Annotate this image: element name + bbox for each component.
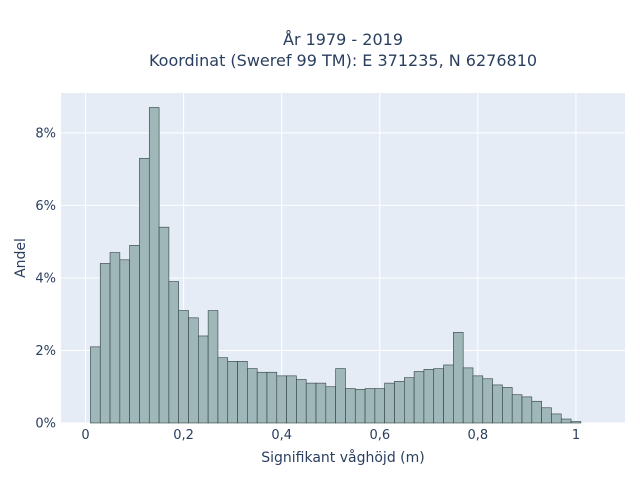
chart-title-line-2: Koordinat (Sweref 99 TM): E 371235, N 62… [149, 51, 537, 70]
y-tick-label-0: 0% [35, 417, 56, 432]
x-tick-label-2: 0,4 [271, 428, 292, 443]
bar-43 [511, 394, 523, 424]
bar-46 [541, 407, 552, 424]
bar-38 [462, 367, 474, 424]
x-axis-title: Signifikant våghöjd (m) [261, 449, 424, 466]
bar-14 [227, 361, 238, 424]
bar-48 [560, 418, 572, 424]
x-tick-label-4: 0,8 [468, 428, 489, 443]
bar-13 [217, 357, 229, 424]
chart-title-line-1: År 1979 - 2019 [283, 30, 403, 49]
bar-28 [364, 388, 376, 424]
bar-45 [531, 400, 542, 424]
bar-18 [266, 371, 278, 424]
y-tick-label-3: 6% [35, 199, 56, 214]
bar-29 [374, 388, 385, 424]
y-tick-label-4: 8% [35, 126, 56, 141]
y-tick-label-2: 4% [35, 271, 56, 286]
bar-23 [315, 382, 327, 424]
bar-17 [256, 371, 268, 424]
y-tick-label-1: 2% [35, 344, 56, 359]
bars [90, 107, 582, 424]
x-tick-label-0: 0 [81, 428, 89, 443]
y-axis-ticks: 0% 2% 4% 6% 8% [35, 126, 56, 431]
bar-47 [551, 413, 562, 424]
bar-42 [502, 387, 513, 424]
bar-12 [207, 310, 219, 424]
x-tick-label-3: 0,6 [369, 428, 390, 443]
bar-2 [109, 252, 121, 424]
y-axis-title: Andel [13, 238, 29, 278]
bar-26 [345, 388, 356, 424]
bar-19 [276, 375, 287, 424]
x-tick-label-1: 0,2 [173, 428, 194, 443]
bar-25 [335, 368, 346, 424]
bar-33 [413, 371, 425, 424]
bar-3 [119, 259, 130, 424]
x-tick-label-5: 1 [572, 428, 580, 443]
bar-16 [247, 368, 258, 424]
bar-49 [570, 421, 582, 424]
bar-21 [296, 379, 307, 424]
bar-1 [99, 263, 111, 424]
bar-37 [453, 332, 464, 424]
bar-40 [482, 378, 493, 424]
bar-24 [325, 386, 336, 424]
bar-15 [237, 361, 248, 424]
bar-39 [472, 375, 484, 424]
bar-5 [139, 157, 150, 424]
bar-44 [521, 396, 533, 424]
bar-8 [168, 281, 180, 424]
bar-10 [188, 317, 199, 424]
bar-20 [286, 375, 297, 424]
bar-30 [384, 382, 395, 424]
bar-9 [178, 310, 189, 424]
bar-4 [129, 245, 140, 424]
bar-22 [305, 382, 317, 424]
bar-27 [354, 388, 366, 424]
bar-32 [404, 377, 415, 424]
bar-31 [394, 380, 405, 424]
bar-7 [158, 226, 170, 424]
bar-34 [423, 369, 435, 424]
bar-0 [90, 346, 101, 424]
bar-36 [443, 364, 454, 424]
x-axis-ticks: 0 0,2 0,4 0,6 0,8 1 [81, 428, 580, 443]
bar-35 [433, 368, 444, 424]
bar-41 [492, 384, 503, 424]
bar-11 [198, 335, 209, 424]
bar-6 [148, 107, 160, 424]
